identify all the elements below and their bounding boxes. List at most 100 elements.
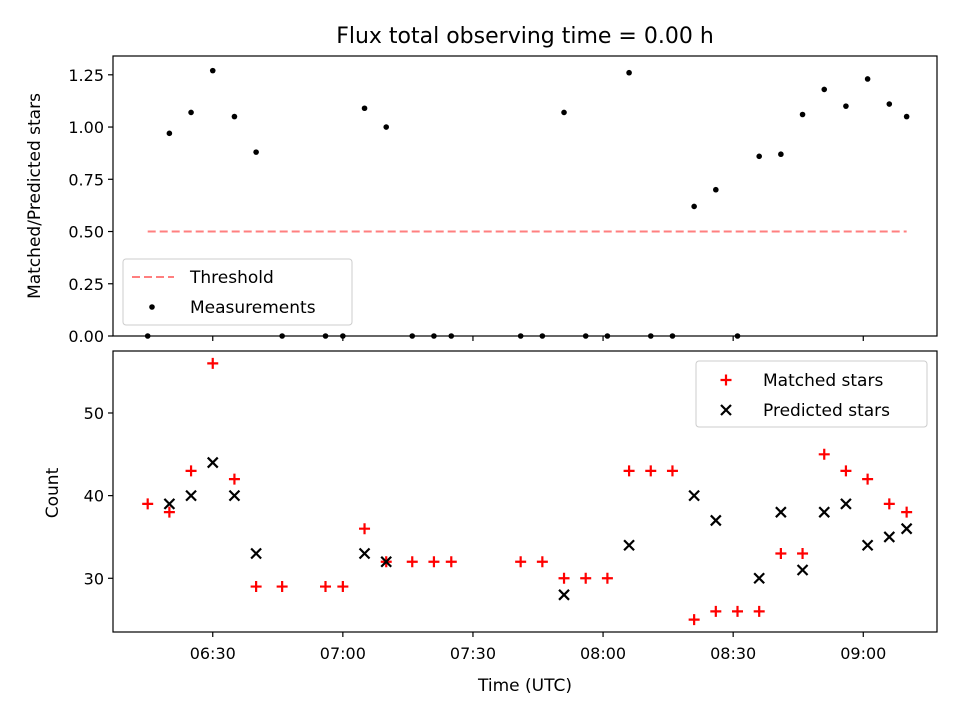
legend-predicted-label: Predicted stars	[763, 401, 890, 421]
bottom-y-axis-label: Count	[43, 467, 63, 518]
measurement-point	[886, 101, 893, 107]
predicted-stars-point	[900, 522, 913, 535]
x-axis-label: Time (UTC)	[477, 676, 572, 696]
y-tick-label: 0.00	[68, 327, 104, 346]
predicted-stars-point	[710, 514, 722, 527]
measurement-point	[778, 151, 784, 158]
matched-stars-point	[732, 605, 744, 617]
measurement-point	[361, 105, 368, 112]
top-y-axis-label: Matched/Predicted stars	[25, 93, 45, 299]
y-tick-label: 0.75	[68, 170, 104, 189]
matched-stars-point	[710, 605, 722, 617]
matched-stars-point	[818, 448, 830, 460]
predicted-stars-point	[163, 498, 176, 510]
x-tick-label: 07:30	[450, 644, 496, 663]
matched-stars-point	[445, 556, 457, 568]
predicted-stars-point	[883, 531, 896, 543]
legend-box	[122, 258, 353, 326]
measurement-point	[821, 86, 828, 93]
matched-stars-point	[666, 465, 678, 477]
legend-box	[695, 360, 928, 428]
legend-matched-swatch	[720, 374, 732, 386]
matched-stars-point	[883, 498, 895, 510]
matched-stars-point	[185, 465, 197, 477]
y-tick-label: 1.25	[68, 66, 104, 85]
matched-stars-point	[163, 506, 175, 518]
matched-stars-point	[901, 506, 913, 518]
measurement-point	[253, 149, 259, 155]
predicted-stars-point	[250, 547, 262, 560]
matched-stars-point	[840, 465, 852, 477]
matched-stars-point	[601, 572, 613, 584]
predicted-stars-point	[206, 456, 219, 469]
measurement-point	[713, 186, 719, 193]
matched-stars-point	[753, 605, 765, 617]
predicted-stars-point	[861, 539, 874, 551]
matched-stars-point	[580, 572, 592, 584]
predicted-stars-point	[796, 564, 809, 576]
x-tick-label: 08:30	[710, 644, 756, 663]
predicted-stars-point	[623, 539, 635, 551]
count-panel: 30 40 50 06:30 07:00 07:30 08:00 08:30 09:00 Cou…	[43, 350, 938, 696]
legend-measurements-label: Measurements	[190, 298, 316, 318]
matched-stars-point	[515, 556, 527, 568]
predicted-stars-point	[688, 489, 700, 502]
matched-stars-point	[536, 556, 548, 568]
matched-stars-point	[688, 614, 700, 626]
predicted-stars-point	[753, 572, 765, 585]
ratio-plot-area: 0.00 0.25 0.50 0.75 1.00 1.25	[68, 55, 938, 346]
measurement-point	[691, 203, 697, 210]
measurement-point	[561, 109, 567, 116]
predicted-stars-point	[840, 498, 852, 510]
matched-stars-point	[320, 581, 332, 593]
matched-stars-point	[337, 581, 349, 593]
legend-predicted-swatch	[720, 404, 732, 416]
y-tick-label: 50	[84, 404, 104, 423]
y-tick-label: 0.25	[68, 275, 104, 294]
measurement-point	[231, 113, 238, 120]
axes-frame	[112, 55, 938, 337]
predicted-stars-point	[818, 506, 831, 518]
predicted-stars-point	[358, 547, 371, 560]
matched-stars-point	[775, 547, 787, 559]
x-tick-label: 07:00	[320, 644, 366, 663]
matched-stars-point	[207, 357, 219, 369]
matched-stars-point	[359, 523, 371, 535]
predicted-stars-point	[558, 589, 570, 601]
predicted-stars-point	[775, 506, 787, 518]
measurement-point	[864, 76, 871, 82]
matched-stars-point	[228, 473, 240, 485]
measurement-point	[209, 67, 216, 74]
x-tick-label: 09:00	[840, 644, 886, 663]
measurement-point	[626, 69, 632, 76]
legend-measurements-swatch	[149, 304, 155, 310]
matched-stars-point	[428, 556, 440, 568]
ratio-panel: Flux total observing time = 0.00 h 0.00 0…	[25, 24, 938, 346]
legend-threshold-label: Threshold	[189, 268, 274, 288]
measurement-point	[188, 109, 194, 116]
chart-title: Flux total observing time = 0.00 h	[336, 24, 714, 49]
top-legend: Threshold Measurements	[122, 258, 353, 326]
matched-stars-point	[623, 465, 635, 477]
matched-stars-point	[142, 498, 154, 510]
y-tick-label: 0.50	[68, 223, 104, 242]
measurement-point	[799, 111, 806, 118]
matched-stars-point	[276, 581, 288, 593]
y-tick-label: 40	[84, 487, 104, 506]
matched-stars-point	[645, 465, 657, 477]
x-tick-label: 06:30	[190, 644, 236, 663]
measurement-point	[166, 130, 173, 137]
matched-stars-point	[250, 581, 262, 593]
x-tick-label: 08:00	[580, 644, 626, 663]
legend-matched-label: Matched stars	[763, 371, 883, 391]
matched-stars-point	[558, 572, 570, 584]
matched-stars-point	[406, 556, 418, 568]
axes-frame	[112, 350, 938, 633]
predicted-stars-point	[380, 555, 392, 568]
predicted-stars-point	[185, 489, 197, 502]
measurement-point	[843, 103, 849, 109]
bottom-legend: Matched stars Predicted stars	[695, 360, 928, 428]
matched-stars-point	[797, 547, 809, 559]
measurement-point	[903, 113, 910, 120]
